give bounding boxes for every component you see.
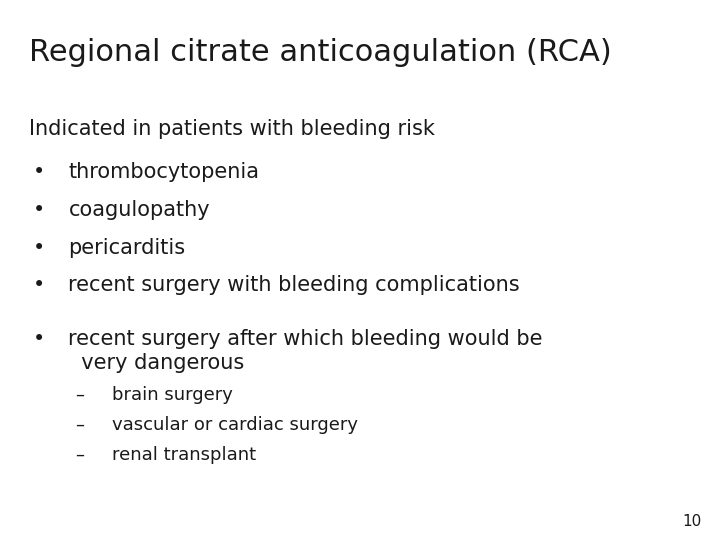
Text: Regional citrate anticoagulation (RCA): Regional citrate anticoagulation (RCA) [29, 38, 611, 67]
Text: •: • [32, 238, 45, 258]
Text: •: • [32, 200, 45, 220]
Text: vascular or cardiac surgery: vascular or cardiac surgery [112, 416, 358, 434]
Text: thrombocytopenia: thrombocytopenia [68, 162, 259, 182]
Text: •: • [32, 329, 45, 349]
Text: coagulopathy: coagulopathy [68, 200, 210, 220]
Text: renal transplant: renal transplant [112, 446, 256, 463]
Text: recent surgery after which bleeding would be
  very dangerous: recent surgery after which bleeding woul… [68, 329, 543, 373]
Text: recent surgery with bleeding complications: recent surgery with bleeding complicatio… [68, 275, 520, 295]
Text: brain surgery: brain surgery [112, 386, 233, 404]
Text: –: – [76, 446, 85, 463]
Text: pericarditis: pericarditis [68, 238, 186, 258]
Text: •: • [32, 275, 45, 295]
Text: –: – [76, 416, 85, 434]
Text: –: – [76, 386, 85, 404]
Text: •: • [32, 162, 45, 182]
Text: 10: 10 [683, 514, 702, 529]
Text: Indicated in patients with bleeding risk: Indicated in patients with bleeding risk [29, 119, 435, 139]
